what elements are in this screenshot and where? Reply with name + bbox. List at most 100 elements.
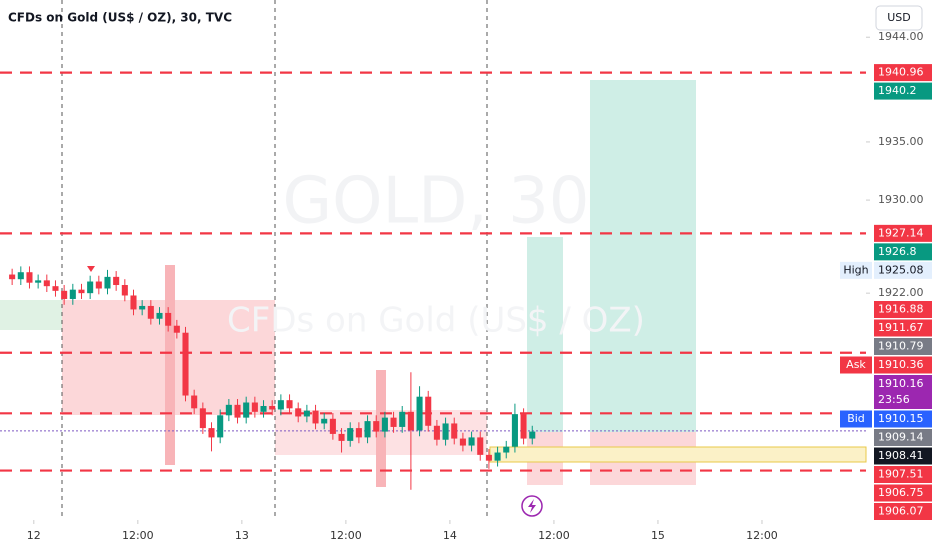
price-label: 1910.36 [878,358,924,371]
range-band [489,446,867,463]
price-label-bg [874,64,932,82]
candle-body [303,410,310,417]
price-label: 1909.14 [878,431,924,444]
candle-body [243,402,250,418]
candle-body [26,272,33,283]
zone [0,300,62,330]
price-label-bg [874,338,932,355]
currency-button[interactable] [875,5,923,31]
price-label: 1910.16 [878,377,924,390]
price-label-bg [874,375,932,409]
candle-body [277,400,284,410]
price-label: 1911.67 [878,321,924,334]
x-tick-label: 13 [235,529,249,542]
candle-body [364,421,371,438]
candle-body [433,425,440,440]
candle-body [381,417,388,432]
candle-body [390,417,397,427]
x-tick-label: 12 [27,529,41,542]
watermark: GOLD, 30 [282,165,589,239]
price-label: 1940.2 [878,84,917,97]
price-label: 1926.8 [878,245,917,258]
candle-body [95,281,102,289]
target-zone [527,237,563,432]
price-label-bg [874,447,932,465]
zone [165,265,175,465]
candle-body [373,421,380,432]
candle-body [347,428,354,441]
candle-body [468,437,475,446]
candle-body [113,276,120,286]
price-label: 1940.96 [878,66,924,79]
price-label-bg [874,224,932,242]
price-label: 1908.41 [878,449,924,462]
candle-body [416,396,423,431]
y-tick-label: 1922.00 [878,286,924,299]
event-icon-bolt [528,499,536,513]
candle-body [459,438,466,446]
candle-body [17,272,24,280]
price-label-bg [874,301,932,318]
price-tag-bg [840,261,872,279]
candle-body [225,404,232,416]
candle-body [442,423,449,440]
candle-body [9,274,16,280]
candle-body [69,289,76,299]
candle-body [477,437,484,455]
candle-body [156,312,163,319]
candle-body [61,290,68,299]
x-tick-label: 12:00 [330,529,362,542]
x-tick-label: 12:00 [538,529,570,542]
candle-body [407,411,414,431]
candle-body [511,414,518,447]
price-label: 1906.75 [878,486,924,499]
price-label-bg [874,243,932,261]
candle-body [529,431,536,439]
price-label: 1906.07 [878,505,924,518]
candle-body [191,395,198,409]
candle-body [139,305,146,310]
currency[interactable]: USD [887,11,911,24]
price-label: 1907.51 [878,468,924,481]
candle-body [425,396,432,426]
candle-body [217,415,224,438]
price-label-bg [874,466,932,483]
price-label-bg [874,319,932,337]
price-label-bg [874,410,932,428]
candle-body [485,454,492,461]
candle-body [173,325,180,333]
candle-body [260,405,267,412]
candle-body [251,402,258,412]
x-tick-label: 15 [651,529,665,542]
candle-body [208,428,215,438]
candle-body [295,408,302,417]
candle-body [399,411,406,427]
price-label-bg [874,261,932,279]
price-tag: Ask [846,358,866,371]
price-tag: Bid [847,412,865,425]
price-label: 1910.15 [878,412,924,425]
price-label-bg [874,429,932,446]
y-tick-label: 1944.00 [878,30,924,43]
price-label: 1925.08 [878,263,924,276]
price-tag-bg [840,356,872,374]
y-tick-label: 1930.00 [878,193,924,206]
x-tick-label: 14 [443,529,457,542]
candle-body [503,446,510,453]
zone [376,370,386,487]
candle-body [182,332,189,396]
chart-title: CFDs on Gold (US$ / OZ), 30, TVC [8,11,232,25]
target-zone [590,80,696,432]
candle-body [78,289,85,294]
candle-body [329,418,336,434]
candle-body [130,295,137,310]
candle-body [199,408,206,429]
price-label: 1916.88 [878,303,924,316]
event-icon[interactable] [521,495,543,517]
price-label: 1910.79 [878,340,924,353]
drawings [0,0,867,520]
candle-body [104,276,111,289]
candle-body [520,414,527,439]
candle-body [451,423,458,439]
